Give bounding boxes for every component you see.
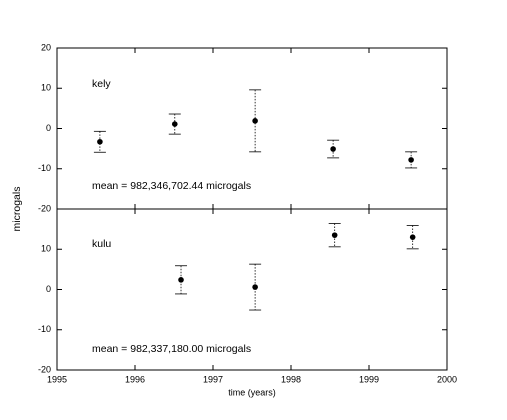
x-tick-label: 1997 — [203, 374, 223, 384]
data-point — [97, 138, 103, 145]
annotation: mean = 982,337,180.00 microgals — [92, 343, 251, 355]
error-bar — [328, 223, 341, 248]
panel-label: kely — [92, 78, 111, 90]
y-tick-label: 0 — [46, 284, 51, 294]
error-bar — [406, 225, 419, 250]
x-tick-label: 1998 — [281, 374, 301, 384]
data-point — [178, 277, 184, 283]
error-bar — [327, 139, 340, 159]
data-point — [252, 284, 258, 290]
y-axis-label: microgals — [11, 187, 23, 232]
data-point — [171, 121, 178, 127]
x-tick-label: 1995 — [47, 374, 67, 384]
y-tick-label: -20 — [38, 203, 51, 213]
panel-label: kulu — [92, 238, 111, 250]
y-tick-label: 20 — [41, 42, 51, 52]
error-bar — [405, 151, 418, 169]
data-point — [252, 118, 258, 124]
data-point — [408, 157, 414, 163]
data-point — [330, 146, 336, 152]
annotation: mean = 982,346,702.44 microgals — [92, 180, 251, 192]
x-axis-label: time (years) — [228, 387, 276, 397]
y-tick-label: -10 — [38, 163, 51, 173]
error-bar — [175, 265, 188, 295]
y-tick-label: 0 — [46, 123, 51, 133]
error-bar — [249, 263, 262, 311]
x-tick-label: 2000 — [437, 374, 457, 384]
y-tick-label: -20 — [38, 364, 51, 374]
data-point — [409, 234, 416, 240]
y-tick-label: 10 — [41, 244, 51, 254]
x-tick-label: 1996 — [125, 374, 145, 384]
x-tick-label: 1999 — [359, 374, 379, 384]
data-point — [331, 232, 338, 238]
y-tick-label: -10 — [38, 324, 51, 334]
y-tick-label: 10 — [41, 83, 51, 93]
